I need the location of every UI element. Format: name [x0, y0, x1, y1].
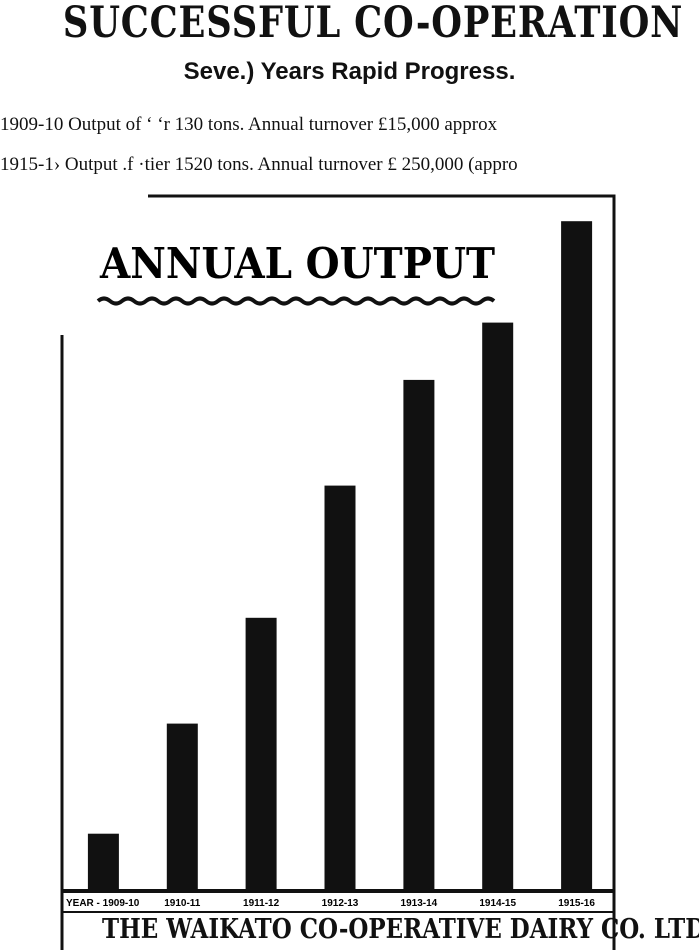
headline: SUCCESSFUL CO-OPERATION: [62, 0, 684, 48]
title-underline: [96, 296, 496, 306]
tick-label-5: 1914-15: [479, 898, 516, 909]
tick-label-1: 1910-11: [164, 898, 201, 909]
bar-4: [403, 379, 435, 891]
company-name: THE WAIKATO CO-OPERATIVE DAIRY CO. LTD.: [102, 914, 699, 945]
chart-frame: [148, 194, 616, 950]
tick-label-3: 1912-13: [322, 898, 359, 909]
bar-5: [482, 322, 514, 892]
bar-6: [561, 221, 593, 891]
annual-output-chart: ANNUAL OUTPUT YEAR - 1909-10 1910-11 1911-…: [60, 194, 616, 950]
chart-title: ANNUAL OUTPUT: [99, 239, 495, 288]
bar-0: [87, 833, 119, 891]
bars-group: [87, 221, 593, 892]
tick-label-0: YEAR - 1909-10: [66, 898, 140, 909]
tick-labels-group: YEAR - 1909-10 1910-11 1911-12 1912-13 1913-…: [66, 898, 595, 909]
subheadline: Seve.) Years Rapid Progress.: [183, 58, 516, 85]
stat-line-1909: 1909-10 Output of ‘ ‘r 130 tons. Annual …: [0, 114, 498, 135]
tick-label-2: 1911-12: [243, 898, 280, 909]
tick-label-6: 1915-16: [558, 898, 595, 909]
bar-2: [245, 617, 277, 891]
tick-label-4: 1913-14: [401, 898, 438, 909]
stat-line-1915: 1915-1› Output .f ·tier 1520 tons. Annua…: [0, 154, 518, 175]
bar-1: [166, 723, 198, 891]
bar-3: [324, 485, 356, 891]
